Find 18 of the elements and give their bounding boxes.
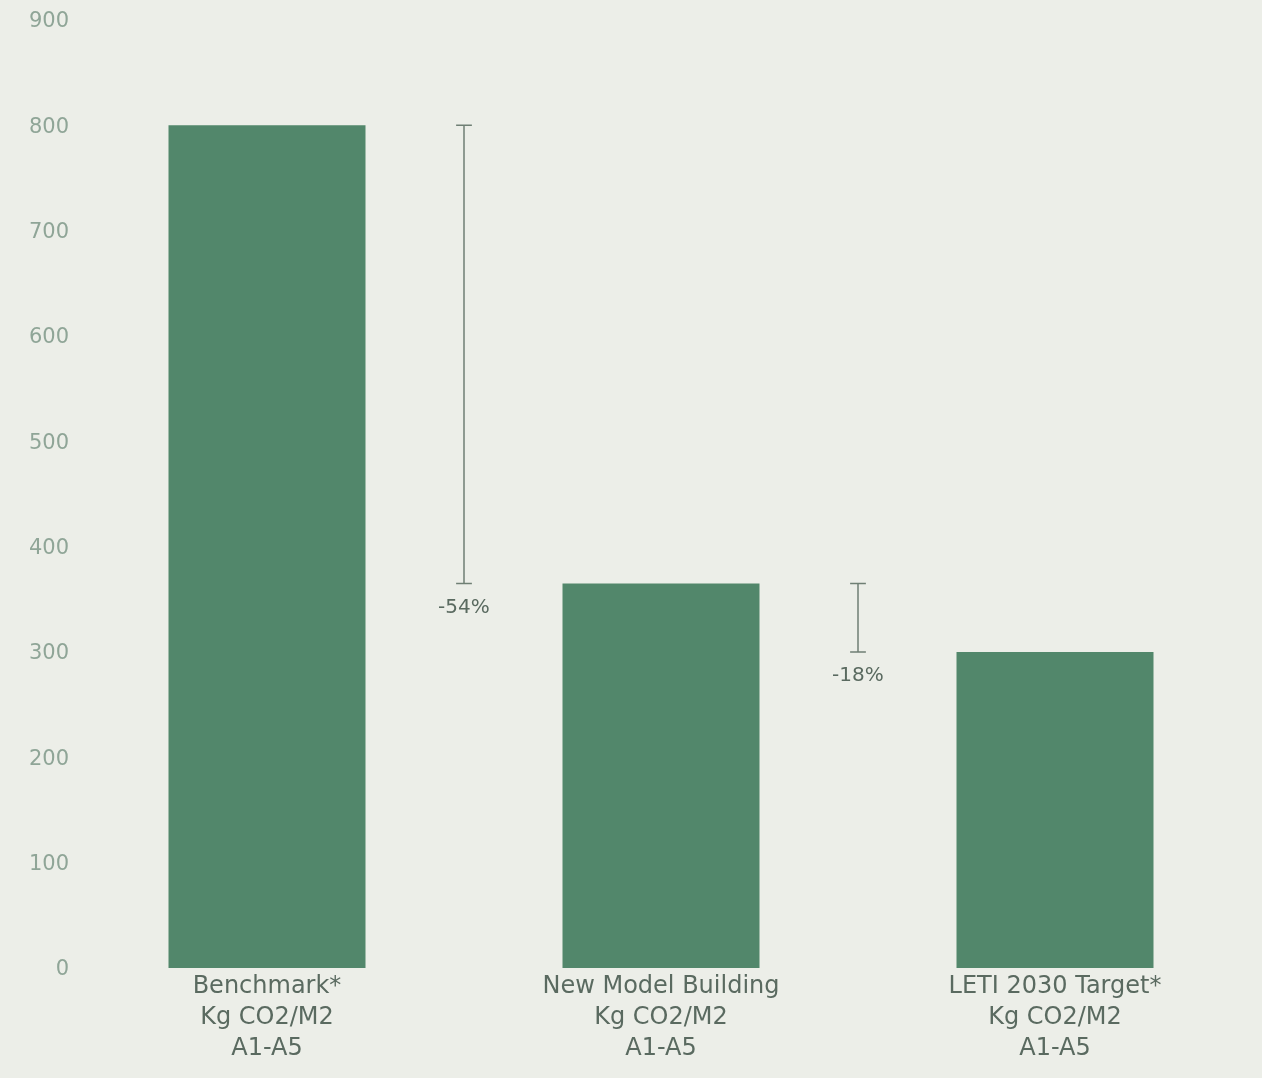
bar xyxy=(562,583,760,968)
y-tick-label: 200 xyxy=(28,745,69,770)
annotation: -18% xyxy=(832,662,884,686)
bar xyxy=(168,125,366,968)
bar xyxy=(956,652,1154,968)
y-tick-label: 0 xyxy=(55,956,69,981)
y-tick-label: 800 xyxy=(28,113,69,138)
x-tick-label: LETI 2030 Target* Kg CO2/M2 A1-A5 xyxy=(948,971,1162,1062)
x-tick-label: New Model Building Kg CO2/M2 A1-A5 xyxy=(542,971,780,1062)
y-tick-label: 300 xyxy=(28,640,69,665)
annotation: -54% xyxy=(438,594,490,618)
x-tick-label: Benchmark* Kg CO2/M2 A1-A5 xyxy=(192,971,342,1062)
y-tick-label: 400 xyxy=(28,535,69,560)
y-tick-label: 700 xyxy=(28,219,69,244)
y-tick-label: 100 xyxy=(28,851,69,876)
y-tick-label: 900 xyxy=(28,8,69,33)
y-tick-label: 500 xyxy=(28,429,69,454)
y-tick-label: 600 xyxy=(28,324,69,349)
